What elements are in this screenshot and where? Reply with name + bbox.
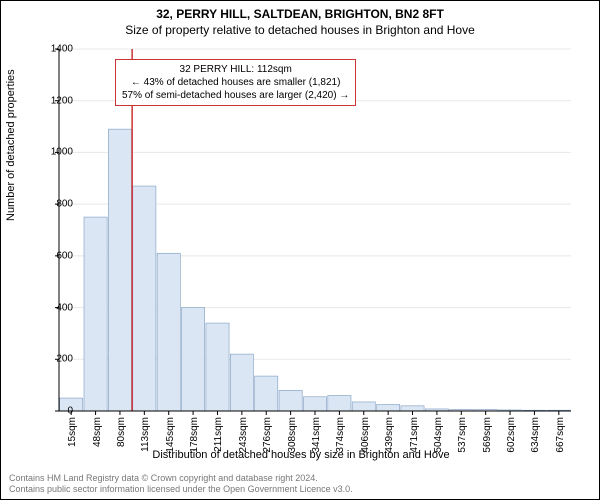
callout-box: 32 PERRY HILL: 112sqm ← 43% of detached … xyxy=(115,59,356,106)
y-tick-label: 400 xyxy=(33,302,73,313)
x-tick-label: 634sqm xyxy=(530,417,541,453)
x-tick-label: 211sqm xyxy=(213,417,224,452)
x-tick-label: 113sqm xyxy=(140,417,151,452)
x-tick-label: 178sqm xyxy=(189,417,200,453)
y-tick-label: 200 xyxy=(33,354,73,365)
x-tick-label: 48sqm xyxy=(92,417,103,447)
footer-attribution: Contains HM Land Registry data © Crown c… xyxy=(9,473,353,495)
chart-container: 32, PERRY HILL, SALTDEAN, BRIGHTON, BN2 … xyxy=(0,0,600,500)
callout-line-3: 57% of semi-detached houses are larger (… xyxy=(122,89,349,102)
y-axis-label: Number of detached properties xyxy=(5,69,17,221)
x-tick-label: 374sqm xyxy=(335,417,346,453)
x-tick-label: 667sqm xyxy=(555,417,566,453)
x-tick-label: 145sqm xyxy=(165,417,176,453)
x-tick-label: 602sqm xyxy=(506,417,517,453)
chart-title-sub: Size of property relative to detached ho… xyxy=(1,23,599,37)
x-tick-label: 406sqm xyxy=(360,417,371,453)
x-tick-label: 243sqm xyxy=(238,417,249,453)
callout-line-1: 32 PERRY HILL: 112sqm xyxy=(122,63,349,76)
y-tick-label: 600 xyxy=(33,250,73,261)
x-tick-label: 80sqm xyxy=(116,417,127,447)
callout-line-2: ← 43% of detached houses are smaller (1,… xyxy=(122,76,349,89)
x-tick-label: 308sqm xyxy=(287,417,298,453)
y-tick-label: 1000 xyxy=(33,147,73,158)
x-tick-label: 537sqm xyxy=(457,417,468,453)
chart-title-main: 32, PERRY HILL, SALTDEAN, BRIGHTON, BN2 … xyxy=(1,7,599,21)
x-tick-label: 569sqm xyxy=(482,417,493,453)
footer-line-2: Contains public sector information licen… xyxy=(9,484,353,495)
x-tick-label: 439sqm xyxy=(384,417,395,453)
x-tick-label: 276sqm xyxy=(262,417,273,453)
x-tick-label: 504sqm xyxy=(433,417,444,453)
x-tick-label: 471sqm xyxy=(409,417,420,453)
y-tick-label: 1400 xyxy=(33,44,73,55)
x-tick-label: 341sqm xyxy=(311,417,322,453)
x-axis-label: Distribution of detached houses by size … xyxy=(1,449,600,461)
footer-line-1: Contains HM Land Registry data © Crown c… xyxy=(9,473,353,484)
x-tick-label: 15sqm xyxy=(67,417,78,447)
y-tick-label: 800 xyxy=(33,199,73,210)
y-tick-label: 0 xyxy=(33,406,73,417)
y-tick-label: 1200 xyxy=(33,95,73,106)
